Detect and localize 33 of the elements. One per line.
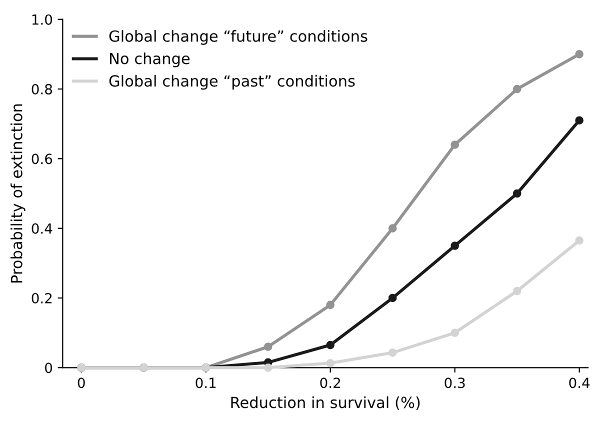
x-tick-label: 0 <box>78 378 85 388</box>
x-axis-title: Reduction in survival (%) <box>231 396 420 410</box>
x-tick-label: 0.1 <box>196 378 216 388</box>
y-tick-label: 0 <box>45 362 52 374</box>
point <box>388 348 397 357</box>
legend-label: No change <box>110 52 190 68</box>
point <box>264 363 272 372</box>
point <box>575 236 584 245</box>
point <box>450 242 460 250</box>
point <box>264 342 272 351</box>
x-tick-label: 0.4 <box>569 378 590 388</box>
y-tick-label: 0.2 <box>32 292 52 304</box>
point <box>326 358 335 368</box>
point <box>450 328 460 337</box>
legend-label: Global change “future” conditions <box>109 30 368 45</box>
x-tick-label: 0.2 <box>320 378 340 388</box>
y-axis-title: Probability of extinction <box>10 104 26 282</box>
y-tick-label: 0.8 <box>32 84 52 94</box>
point <box>326 340 335 350</box>
point <box>388 224 397 232</box>
y-tick-label: 0.4 <box>32 223 52 234</box>
legend-label: Global change “past” conditions <box>109 74 355 90</box>
point <box>512 286 522 296</box>
point <box>388 294 397 302</box>
point <box>512 84 522 94</box>
y-tick-label: 0.6 <box>32 154 52 164</box>
point <box>450 140 460 149</box>
point <box>575 116 584 125</box>
point <box>512 189 522 198</box>
x-tick-label: 0.3 <box>444 378 465 388</box>
point <box>326 300 335 310</box>
y-tick-label: 1.0 <box>32 14 52 25</box>
point <box>575 50 584 58</box>
